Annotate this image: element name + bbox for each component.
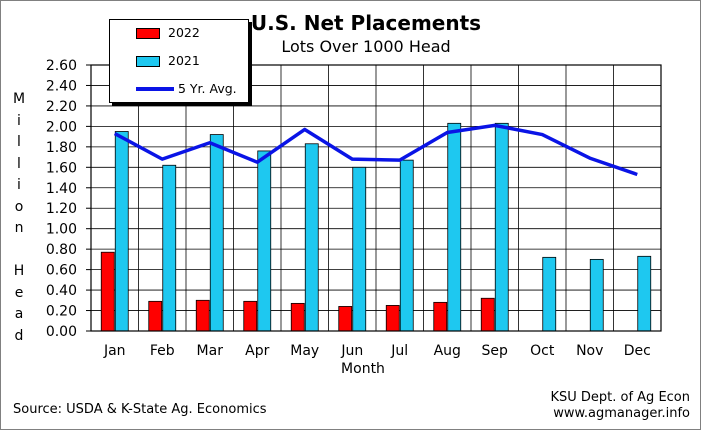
bar-2022-jul (385, 305, 400, 332)
y-axis-label-char: l (17, 134, 21, 150)
x-tick-label-may: May (290, 343, 319, 359)
bar-2021-mar (209, 134, 224, 332)
x-tick-label-aug: Aug (434, 343, 461, 359)
bar-2021-may (304, 143, 319, 332)
bar-2022-jun (338, 306, 353, 332)
y-tick-label: 1.20 (46, 201, 77, 217)
source-note: Source: USDA & K-State Ag. Economics (13, 402, 267, 417)
credit-line-2: www.agmanager.info (553, 406, 690, 421)
bar-2022-feb (148, 300, 163, 332)
bars (100, 122, 652, 332)
bar-2022-sep (480, 297, 495, 332)
bar-2022-aug (433, 301, 448, 332)
y-tick-label: 0.60 (46, 263, 77, 279)
legend-label-5yr-avg: 5 Yr. Avg. (178, 81, 237, 96)
legend-line-5yr-avg (136, 87, 174, 91)
legend-swatch-2022 (136, 28, 160, 39)
y-tick-label: 1.00 (46, 222, 77, 238)
legend-label-2021: 2021 (168, 53, 200, 68)
x-tick-label-jul: Jul (390, 343, 408, 359)
credit-line-1: KSU Dept. of Ag Econ (550, 390, 690, 405)
x-tick-labels: Jan Feb Mar Apr May Jun Jul Aug Sep Oct Nov Dec (103, 343, 651, 359)
legend: 2022 2021 5 Yr. Avg. (109, 19, 249, 103)
average-line-group (113, 123, 638, 177)
bar-2021-dec (637, 255, 652, 332)
bar-2021-nov (589, 258, 604, 332)
legend-item-2021: 2021 (110, 52, 248, 70)
y-tick-label: 1.60 (46, 160, 77, 176)
axes (86, 64, 662, 332)
x-tick-label-oct: Oct (530, 343, 555, 359)
bar-2021-sep (494, 122, 509, 332)
legend-label-2022: 2022 (168, 25, 200, 40)
bar-2022-jan (100, 251, 115, 332)
x-tick-label-jan: Jan (103, 343, 126, 359)
y-axis-label-char: d (14, 327, 24, 344)
legend-swatch-2021 (136, 56, 160, 67)
y-axis-label-char: a (14, 306, 24, 322)
y-tick-labels: 0.00 0.20 0.40 0.60 0.80 1.00 1.20 1.40 1.60 1.80… (46, 58, 77, 340)
credit-note: KSU Dept. of Ag Econ www.agmanager.info (550, 390, 690, 422)
y-axis-label-char: l (17, 155, 21, 172)
y-tick-label: 1.40 (46, 181, 77, 197)
y-axis-label-char: i (17, 112, 21, 129)
bar-2021-jun (352, 166, 367, 332)
x-tick-label-dec: Dec (624, 343, 651, 359)
x-tick-label-apr: Apr (245, 343, 269, 359)
y-tick-label: 2.00 (46, 119, 77, 135)
bar-2021-oct (542, 256, 557, 332)
line-5yr-avg (113, 123, 638, 177)
bar-2021-feb (162, 164, 177, 332)
y-tick-label: 2.20 (46, 99, 77, 115)
y-tick-label: 0.00 (46, 324, 77, 340)
chart-subtitle: Lots Over 1000 Head (281, 37, 451, 56)
bar-2022-may (290, 302, 305, 332)
x-tick-label-jun: Jun (340, 343, 363, 359)
y-axis-label-char: n (14, 220, 24, 236)
legend-item-2022: 2022 (110, 24, 248, 42)
x-tick-label-sep: Sep (482, 343, 509, 359)
chart-title: U.S. Net Placements (250, 11, 482, 35)
y-tick-label: 0.20 (46, 304, 77, 320)
bar-2021-aug (447, 122, 462, 332)
y-tick-label: 2.60 (46, 58, 77, 74)
y-tick-label: 0.80 (46, 242, 77, 258)
y-axis-label-char: H (13, 263, 25, 279)
y-axis-label-char: M (12, 91, 26, 107)
bar-2021-apr (257, 150, 272, 332)
y-tick-label: 2.40 (46, 78, 77, 94)
legend-item-5yr-avg: 5 Yr. Avg. (110, 80, 248, 98)
x-tick-label-mar: Mar (197, 343, 224, 359)
y-tick-label: 0.40 (46, 283, 77, 299)
x-tick-label-nov: Nov (576, 343, 603, 359)
x-axis-label: Month (341, 361, 385, 377)
y-axis-label-gap (9, 240, 29, 262)
plot-border (90, 64, 662, 332)
bar-2022-mar (195, 299, 210, 332)
bar-2021-jul (399, 159, 414, 332)
y-axis-label-char: o (14, 198, 24, 215)
gridlines (90, 64, 662, 332)
y-tick-label: 1.80 (46, 140, 77, 156)
bar-2021-jan (114, 131, 129, 332)
y-axis-label-char: i (17, 177, 21, 193)
y-axis-label-char: e (14, 284, 24, 301)
bar-2022-apr (243, 300, 258, 332)
x-tick-label-feb: Feb (150, 343, 175, 359)
